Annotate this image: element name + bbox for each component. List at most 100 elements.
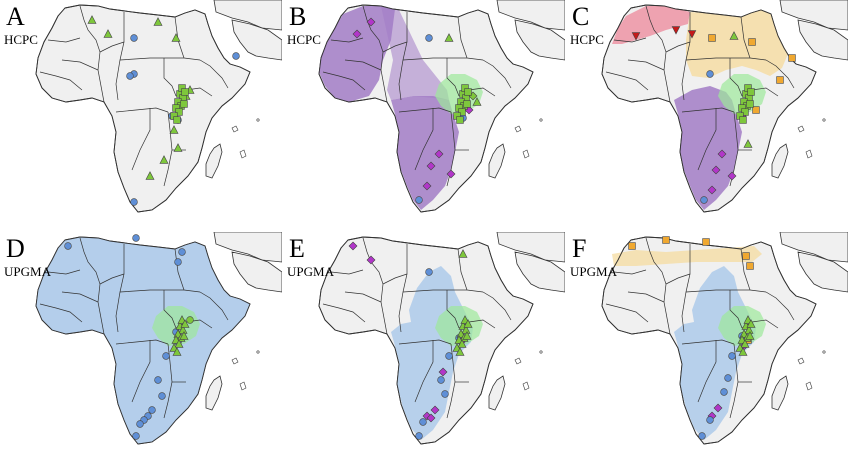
country-border bbox=[99, 273, 125, 285]
africa-coastline bbox=[601, 4, 817, 213]
country-border bbox=[99, 41, 125, 53]
country-border bbox=[765, 291, 795, 321]
panel-method-b: HCPC bbox=[287, 32, 321, 47]
panel-b: B HCPC bbox=[283, 0, 565, 232]
cluster-region-green bbox=[435, 74, 483, 114]
country-border bbox=[697, 340, 717, 403]
panel-d: D UPGMA bbox=[0, 232, 282, 464]
eurasia-landmass bbox=[496, 232, 565, 263]
eurasia-landmass bbox=[496, 0, 565, 31]
island bbox=[256, 118, 260, 122]
country-border bbox=[39, 303, 83, 323]
country-border bbox=[627, 59, 665, 71]
marker-square bbox=[746, 262, 754, 270]
marker-triangle bbox=[159, 155, 169, 164]
country-border bbox=[729, 58, 743, 97]
marker-inverted-triangle bbox=[687, 30, 697, 39]
marker-square bbox=[628, 242, 636, 250]
island bbox=[522, 149, 530, 159]
panel-method-a: HCPC bbox=[4, 32, 38, 47]
cluster-region-blue-full bbox=[36, 237, 250, 444]
cluster-region-purple-full bbox=[319, 6, 395, 102]
marker-square bbox=[788, 54, 796, 62]
country-border bbox=[382, 41, 408, 53]
marker-circle bbox=[441, 390, 449, 398]
cluster-region-green bbox=[718, 74, 766, 114]
country-border bbox=[681, 339, 735, 345]
map-svg-d bbox=[35, 232, 282, 445]
marker-inverted-triangle bbox=[671, 26, 681, 35]
country-border bbox=[330, 269, 364, 275]
country-border bbox=[446, 58, 460, 97]
country-border bbox=[39, 71, 83, 91]
country-border bbox=[344, 59, 382, 71]
eurasia-landmass bbox=[779, 232, 848, 263]
africa-landmass bbox=[35, 4, 251, 213]
country-border bbox=[47, 269, 81, 275]
marker-square bbox=[175, 108, 183, 116]
panel-letter-d: D bbox=[6, 234, 25, 263]
arabian-peninsula bbox=[231, 251, 282, 293]
marker-square bbox=[702, 238, 710, 246]
marker-diamond bbox=[422, 181, 432, 191]
marker-square bbox=[741, 108, 749, 116]
country-border bbox=[457, 248, 468, 291]
island bbox=[514, 357, 522, 365]
marker-square bbox=[742, 252, 750, 260]
country-border bbox=[446, 290, 460, 329]
arabian-peninsula bbox=[514, 19, 565, 61]
marker-diamond bbox=[446, 169, 456, 179]
country-border bbox=[398, 339, 452, 345]
marker-square bbox=[181, 88, 189, 96]
marker-circle bbox=[148, 406, 156, 414]
country-border bbox=[398, 107, 452, 113]
island bbox=[822, 350, 826, 354]
marker-square bbox=[458, 108, 466, 116]
marker-triangle bbox=[457, 339, 467, 348]
marker-circle bbox=[700, 196, 708, 204]
country-border bbox=[115, 339, 169, 345]
country-border bbox=[482, 291, 512, 321]
marker-circle bbox=[437, 376, 445, 384]
panel-c: C HCPC bbox=[566, 0, 848, 232]
africa-coastline bbox=[318, 236, 534, 445]
map-svg-c bbox=[601, 0, 848, 213]
marker-circle bbox=[425, 268, 433, 276]
island bbox=[797, 125, 805, 133]
madagascar bbox=[771, 143, 789, 179]
marker-diamond bbox=[426, 161, 436, 171]
cluster-region-yellow-c bbox=[686, 10, 788, 78]
country-border bbox=[115, 107, 169, 113]
country-border bbox=[131, 108, 151, 171]
marker-circle bbox=[415, 196, 423, 204]
marker-diamond bbox=[727, 171, 737, 181]
island bbox=[797, 357, 805, 365]
country-border bbox=[382, 273, 408, 285]
country-border bbox=[61, 291, 99, 303]
marker-square bbox=[776, 76, 784, 84]
marker-triangle bbox=[462, 331, 472, 340]
marker-circle bbox=[132, 432, 140, 440]
country-border bbox=[613, 37, 647, 43]
country-border bbox=[665, 273, 691, 285]
country-border bbox=[47, 37, 81, 43]
marker-square bbox=[180, 100, 188, 108]
africa-coastline bbox=[35, 4, 251, 213]
country-border bbox=[740, 248, 751, 291]
cluster-region-purple-c bbox=[674, 86, 742, 210]
country-border bbox=[174, 248, 185, 291]
marker-triangle bbox=[463, 319, 473, 328]
marker-circle bbox=[136, 420, 144, 428]
madagascar bbox=[488, 143, 506, 179]
arabian-peninsula bbox=[231, 19, 282, 61]
marker-square bbox=[752, 106, 760, 114]
eurasia-landmass bbox=[779, 0, 848, 31]
marker-circle bbox=[706, 70, 714, 78]
marker-circle bbox=[158, 392, 166, 400]
country-border bbox=[322, 71, 366, 91]
arabian-peninsula bbox=[797, 19, 848, 61]
island bbox=[231, 125, 239, 133]
marker-circle bbox=[728, 352, 736, 360]
country-border bbox=[482, 59, 512, 89]
madagascar bbox=[488, 375, 506, 411]
